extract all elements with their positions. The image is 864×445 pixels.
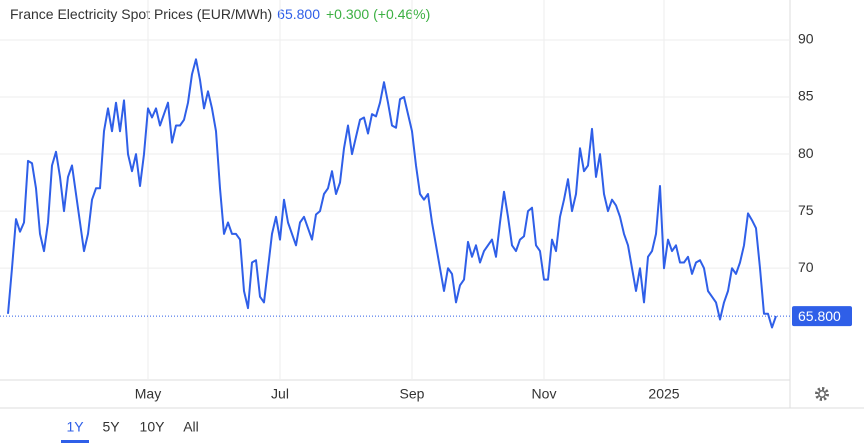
range-button[interactable]: All xyxy=(183,419,199,435)
range-selected-underline xyxy=(61,440,89,443)
gear-center xyxy=(818,390,826,398)
price-change: +0.300 (+0.46%) xyxy=(326,6,430,22)
price-line xyxy=(7,58,777,329)
y-tick-label: 85 xyxy=(798,88,814,104)
y-tick-label: 80 xyxy=(798,145,814,161)
gear-teeth xyxy=(815,387,829,401)
x-tick-label: Sep xyxy=(400,386,425,402)
range-controls: 1Y 5Y 10Y All xyxy=(61,419,199,443)
x-tick-label: Nov xyxy=(532,386,557,402)
y-tick-label: 90 xyxy=(798,31,814,47)
plot: 65.800 xyxy=(0,58,852,329)
range-button[interactable]: 5Y xyxy=(102,419,120,435)
y-tick-label: 75 xyxy=(798,202,814,218)
price-tag xyxy=(792,306,852,327)
x-tick-label: Jul xyxy=(271,386,289,402)
range-button[interactable]: 10Y xyxy=(140,419,166,435)
x-tick-label: May xyxy=(135,386,161,402)
x-tick-label: 2025 xyxy=(648,386,679,402)
title-row: France Electricity Spot Prices (EUR/MWh)… xyxy=(10,6,430,22)
chart-title: France Electricity Spot Prices (EUR/MWh) xyxy=(10,6,272,22)
settings-icon[interactable] xyxy=(815,387,829,401)
y-tick-label: 70 xyxy=(798,259,814,275)
price-tag-label: 65.800 xyxy=(798,308,841,324)
current-price: 65.800 xyxy=(277,6,320,22)
range-button[interactable]: 1Y xyxy=(66,419,84,435)
